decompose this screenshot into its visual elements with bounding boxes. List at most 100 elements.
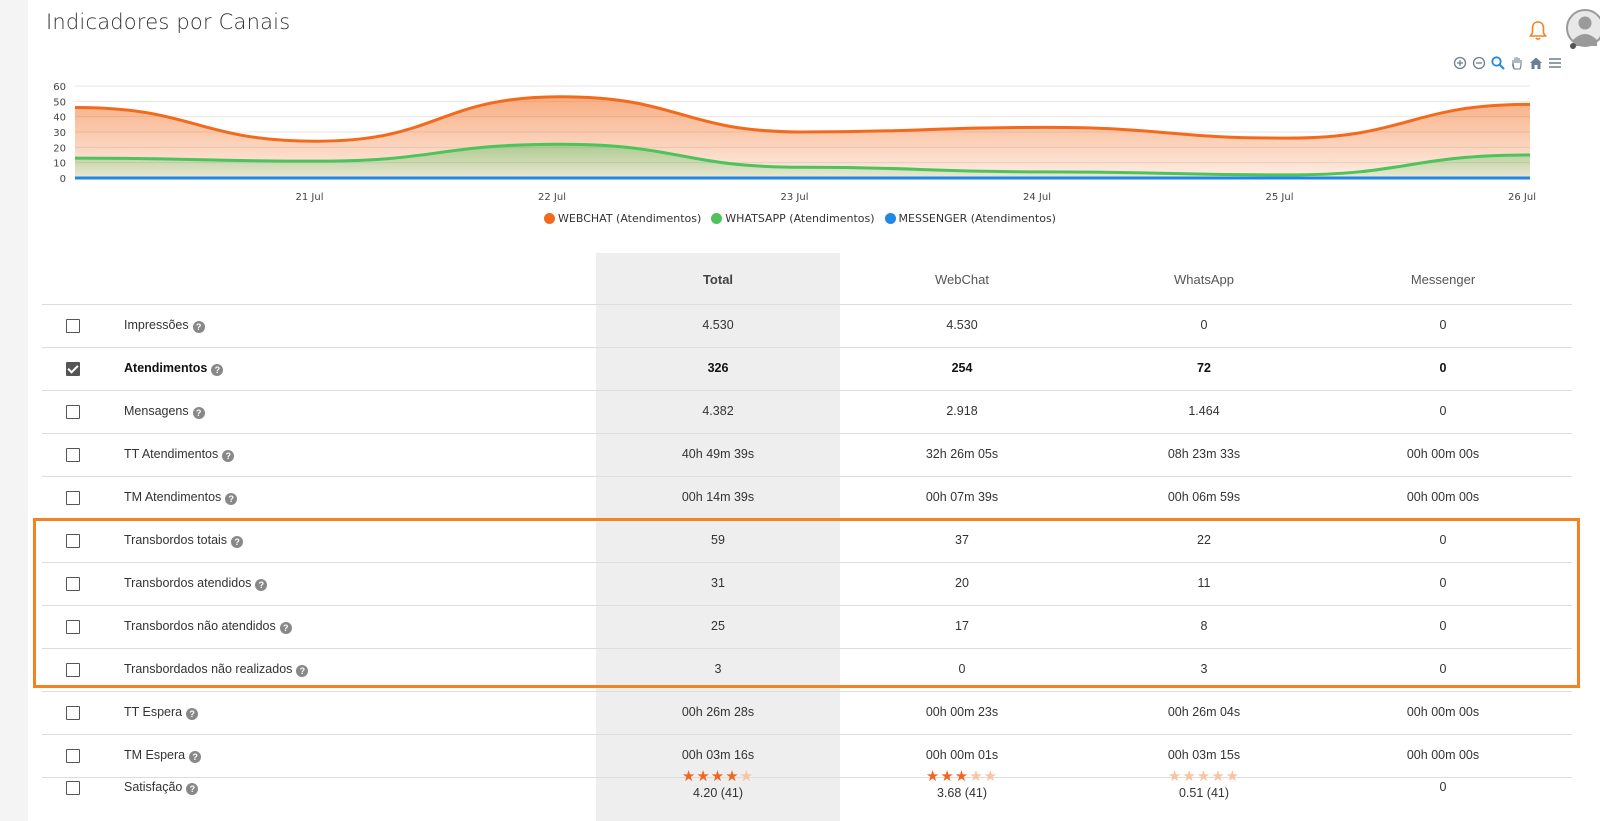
row-label: TT Espera — [124, 705, 183, 719]
row-value: 0 — [1439, 576, 1447, 590]
satisfaction-total-text: 4.20 (41) — [692, 786, 744, 800]
help-icon[interactable]: ? — [189, 751, 202, 763]
row-checkbox[interactable] — [66, 706, 80, 720]
page-title: Indicadores por Canais — [46, 10, 291, 34]
help-icon[interactable]: ? — [231, 536, 244, 548]
row-checkbox[interactable] — [66, 319, 80, 333]
satisfaction-whatsapp-text: 0.51 (41) — [1178, 786, 1230, 800]
row-value: 4.530 — [946, 318, 978, 332]
zoom-out-icon[interactable] — [1471, 55, 1487, 71]
help-icon[interactable]: ? — [225, 493, 238, 505]
chart-legend: WEBCHAT (Atendimentos) WHATSAPP (Atendime… — [0, 212, 1600, 227]
star-rating: ★★★★★ — [1168, 768, 1240, 785]
satisfaction-webchat: ★★★★★ 3.68 (41) — [840, 769, 1084, 800]
legend-marker — [884, 213, 896, 224]
series-area — [75, 144, 1530, 178]
satisfaction-webchat-text: 3.68 (41) — [936, 786, 988, 800]
help-icon[interactable]: ? — [186, 783, 199, 795]
row-value: 1.464 — [1188, 404, 1220, 418]
row-value: 72 — [1197, 361, 1211, 375]
row-value: 00h 03m 15s — [1167, 748, 1241, 762]
x-tick-label: 22 Jul — [538, 192, 566, 203]
x-tick-label: 21 Jul — [296, 192, 324, 203]
menu-icon[interactable] — [1547, 55, 1563, 71]
row-value: 00h 00m 00s — [1406, 748, 1480, 762]
y-tick-label: 50 — [53, 97, 66, 108]
row-checkbox[interactable] — [66, 663, 80, 677]
x-tick-label: 23 Jul — [781, 192, 809, 203]
magnifier-icon[interactable] — [1490, 55, 1506, 71]
series-line[interactable] — [74, 95, 1531, 143]
row-value: 17 — [955, 619, 969, 633]
row-label: TT Atendimentos — [124, 447, 219, 461]
star-filled-icon: ★ — [710, 768, 726, 785]
row-value: 4.530 — [702, 318, 734, 332]
row-checkbox[interactable] — [66, 749, 80, 763]
row-value: 00h 00m 23s — [925, 705, 999, 719]
notification-bell-icon[interactable] — [1528, 20, 1548, 42]
star-filled-icon: ★ — [725, 768, 740, 785]
table-row: Transbordados não realizados? 3 0 3 0 — [42, 649, 1572, 692]
series-line[interactable] — [74, 142, 1531, 177]
help-icon[interactable]: ? — [192, 407, 205, 419]
row-checkbox[interactable] — [66, 448, 80, 462]
row-value: 40h 49m 39s — [681, 447, 755, 461]
header-webchat: WebChat — [935, 272, 989, 287]
legend-label: WHATSAPP (Atendimentos) — [725, 212, 875, 225]
row-value: 2.918 — [946, 404, 978, 418]
y-tick-label: 10 — [53, 159, 66, 170]
help-icon[interactable]: ? — [211, 364, 224, 376]
row-checkbox[interactable] — [66, 781, 80, 795]
satisfaction-messenger: 0 — [1439, 780, 1447, 794]
home-icon[interactable] — [1528, 55, 1544, 71]
table-row: Mensagens? 4.382 2.918 1.464 0 — [42, 391, 1572, 434]
row-label: Impressões — [124, 318, 189, 332]
header-total: Total — [702, 272, 734, 287]
row-value: 00h 00m 00s — [1406, 705, 1480, 719]
row-value: 32h 26m 05s — [925, 447, 999, 461]
legend-item[interactable]: WHATSAPP (Atendimentos) — [711, 212, 875, 225]
star-empty-icon: ★ — [983, 768, 999, 785]
star-empty-icon: ★ — [1196, 768, 1212, 785]
y-tick-label: 0 — [60, 174, 66, 185]
row-value: 25 — [711, 619, 725, 633]
table-row-satisfacao: Satisfação? ★★★★★ 4.20 (41) ★★★★★ 3.68 (… — [42, 766, 1572, 821]
row-value: 00h 26m 04s — [1167, 705, 1241, 719]
help-icon[interactable]: ? — [296, 665, 309, 677]
row-label: Transbordos atendidos — [124, 576, 252, 590]
row-value: 00h 06m 59s — [1167, 490, 1241, 504]
table-row: TM Espera? 00h 03m 16s 00h 00m 01s 00h 03m … — [42, 735, 1572, 778]
row-checkbox[interactable] — [66, 362, 80, 376]
user-avatar[interactable] — [1566, 8, 1600, 50]
table-row: TM Atendimentos? 00h 14m 39s 00h 07m 39s 00… — [42, 477, 1572, 520]
table-header: Total WebChat WhatsApp Messenger — [42, 253, 1572, 305]
row-value: 00h 03m 16s — [681, 748, 755, 762]
legend-item[interactable]: WEBCHAT (Atendimentos) — [544, 212, 701, 225]
chart-toolbar — [1452, 55, 1563, 71]
row-checkbox[interactable] — [66, 491, 80, 505]
y-tick-label: 60 — [53, 82, 66, 93]
help-icon[interactable]: ? — [186, 708, 199, 720]
row-value: 00h 00m 00s — [1406, 447, 1480, 461]
zoom-in-icon[interactable] — [1452, 55, 1468, 71]
row-value: 20 — [955, 576, 969, 590]
pan-hand-icon[interactable] — [1509, 55, 1525, 71]
row-label: Atendimentos — [124, 361, 208, 375]
y-tick-label: 20 — [53, 143, 66, 154]
row-value: 0 — [1439, 361, 1447, 375]
help-icon[interactable]: ? — [192, 321, 205, 333]
row-value: 0 — [1200, 318, 1208, 332]
help-icon[interactable]: ? — [279, 622, 292, 634]
legend-item[interactable]: MESSENGER (Atendimentos) — [884, 212, 1056, 225]
row-checkbox[interactable] — [66, 405, 80, 419]
row-value: 0 — [1439, 533, 1447, 547]
help-icon[interactable]: ? — [255, 579, 268, 591]
table-row: Impressões? 4.530 4.530 0 0 — [42, 305, 1572, 348]
row-value: 31 — [711, 576, 725, 590]
row-checkbox[interactable] — [66, 577, 80, 591]
row-checkbox[interactable] — [66, 620, 80, 634]
row-checkbox[interactable] — [66, 534, 80, 548]
star-filled-icon: ★ — [681, 768, 697, 785]
help-icon[interactable]: ? — [222, 450, 235, 462]
star-empty-icon: ★ — [739, 768, 755, 785]
